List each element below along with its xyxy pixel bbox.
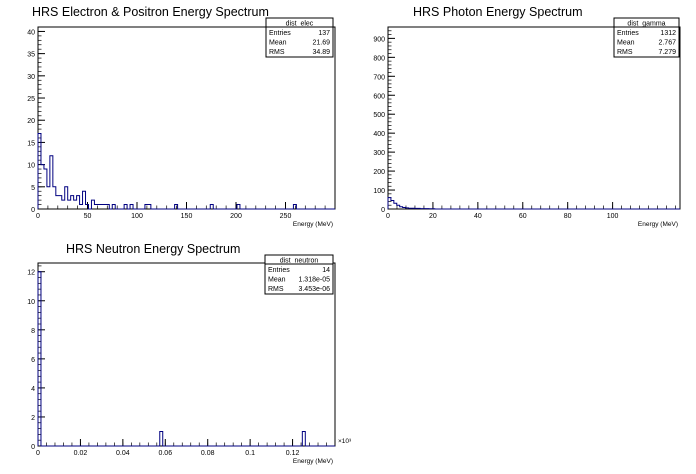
x-tick-label: 0: [386, 213, 390, 220]
stats-row-label: RMS: [268, 286, 284, 293]
x-tick-label: 0.04: [116, 450, 130, 457]
stats-box-frame: [264, 254, 334, 295]
stats-row-label: RMS: [269, 49, 285, 56]
histogram-bin: [94, 205, 97, 209]
stats-row-label: Mean: [269, 40, 287, 47]
stats-row-label: Entries: [268, 267, 290, 274]
x-tick-label: 250: [280, 213, 292, 220]
stats-row-value: 21.69: [312, 40, 330, 47]
y-tick-label: 15: [27, 140, 35, 147]
histogram-bin: [97, 205, 100, 209]
stats-box-frame: [613, 17, 680, 58]
y-tick-label: 12: [27, 270, 35, 277]
stats-row-value: 3.453e-06: [298, 286, 330, 293]
chart-panel-1: HRS Electron & Positron Energy Spectrum 0…: [27, 5, 336, 228]
x-tick-label: 50: [84, 213, 92, 220]
x-tick-label: 0.06: [158, 450, 172, 457]
x-tick-label: 0.12: [286, 450, 300, 457]
stats-box-name: dist_elec: [286, 21, 314, 28]
stats-row-value: 14: [322, 267, 330, 274]
x-tick-label: 40: [474, 213, 482, 220]
stats-row-label: Mean: [268, 277, 286, 284]
x-tick-label: 80: [564, 213, 572, 220]
y-tick-label: 20: [27, 118, 35, 125]
stats-row-label: Entries: [617, 30, 639, 37]
histogram-bin: [74, 200, 77, 209]
histogram-bin: [62, 200, 65, 209]
y-tick-label: 10: [27, 299, 35, 306]
stats-row-value: 1.318e-05: [298, 277, 330, 284]
stats-row-label: Entries: [269, 30, 291, 37]
stats-row-value: 2.767: [658, 40, 676, 47]
stats-box: dist_neutron Entries 14 Mean 1.318e-05 RMS 3.4…: [264, 254, 334, 295]
y-tick-label: 10: [27, 163, 35, 170]
chart-title: HRS Electron & Positron Energy Spectrum: [32, 5, 269, 19]
y-tick-label: 500: [373, 112, 385, 119]
x-axis-label: Energy (MeV): [293, 458, 333, 465]
stats-row-value: 7.279: [658, 49, 676, 56]
histogram-outline: [37, 133, 335, 210]
y-tick-label: 25: [27, 96, 35, 103]
y-tick-label: 6: [31, 357, 35, 364]
histogram-bin: [80, 205, 83, 209]
histogram-outline: [37, 271, 335, 447]
stats-row-value: 1312: [660, 30, 676, 37]
y-tick-label: 200: [373, 169, 385, 176]
y-tick-label: 40: [27, 29, 35, 36]
x-tick-label: 0.1: [245, 450, 255, 457]
stats-box: dist_gamma Entries 1312 Mean 2.767 RMS 7.279: [613, 17, 680, 58]
y-tick-label: 2: [31, 415, 35, 422]
y-tick-label: 100: [373, 188, 385, 195]
stats-row-value: 137: [318, 30, 330, 37]
histogram-bin: [68, 200, 71, 209]
histogram-bin: [100, 205, 103, 209]
y-tick-label: 0: [31, 444, 35, 451]
x-tick-label: 20: [429, 213, 437, 220]
stats-row-label: Mean: [617, 40, 635, 47]
y-tick-label: 30: [27, 74, 35, 81]
histogram-bin: [56, 196, 59, 209]
stats-box-name: dist_gamma: [627, 21, 665, 28]
x-tick-label: 150: [181, 213, 193, 220]
chart-title: HRS Neutron Energy Spectrum: [66, 242, 240, 256]
x-tick-label: 60: [519, 213, 527, 220]
stats-row-label: RMS: [617, 49, 633, 56]
chart-title: HRS Photon Energy Spectrum: [413, 5, 583, 19]
y-tick-label: 35: [27, 52, 35, 59]
x-axis-multiplier: ×10³: [338, 438, 352, 445]
stats-box: dist_elec Entries 137 Mean 21.69 RMS 34.89: [265, 17, 334, 58]
y-tick-label: 0: [31, 207, 35, 214]
y-tick-label: 4: [31, 386, 35, 393]
y-tick-label: 600: [373, 93, 385, 100]
x-tick-label: 0: [36, 450, 40, 457]
stats-box-name: dist_neutron: [280, 258, 319, 265]
chart-panel-2: HRS Photon Energy Spectrum01002003004005…: [373, 5, 681, 228]
x-tick-label: 0.08: [201, 450, 215, 457]
x-axis-label: Energy (MeV): [638, 221, 678, 228]
histogram-bin: [103, 205, 106, 209]
histogram-outline: [387, 197, 680, 210]
y-tick-label: 400: [373, 131, 385, 138]
y-tick-label: 900: [373, 36, 385, 43]
x-tick-label: 200: [230, 213, 242, 220]
y-tick-label: 800: [373, 55, 385, 62]
y-tick-label: 8: [31, 328, 35, 335]
y-tick-label: 0: [381, 207, 385, 214]
x-tick-label: 0: [36, 213, 40, 220]
x-tick-label: 0.02: [74, 450, 88, 457]
x-tick-label: 100: [607, 213, 619, 220]
y-tick-label: 5: [31, 185, 35, 192]
stats-row-value: 34.89: [312, 49, 330, 56]
y-tick-label: 700: [373, 74, 385, 81]
x-tick-label: 100: [131, 213, 143, 220]
x-axis-label: Energy (MeV): [293, 221, 333, 228]
stats-box-frame: [265, 17, 334, 58]
chart-panel-3: HRS Neutron Energy Spectrum 0 2 4 6 8 10 12 0 0.0…: [27, 242, 352, 465]
histogram-bin: [47, 187, 50, 209]
y-tick-label: 300: [373, 150, 385, 157]
